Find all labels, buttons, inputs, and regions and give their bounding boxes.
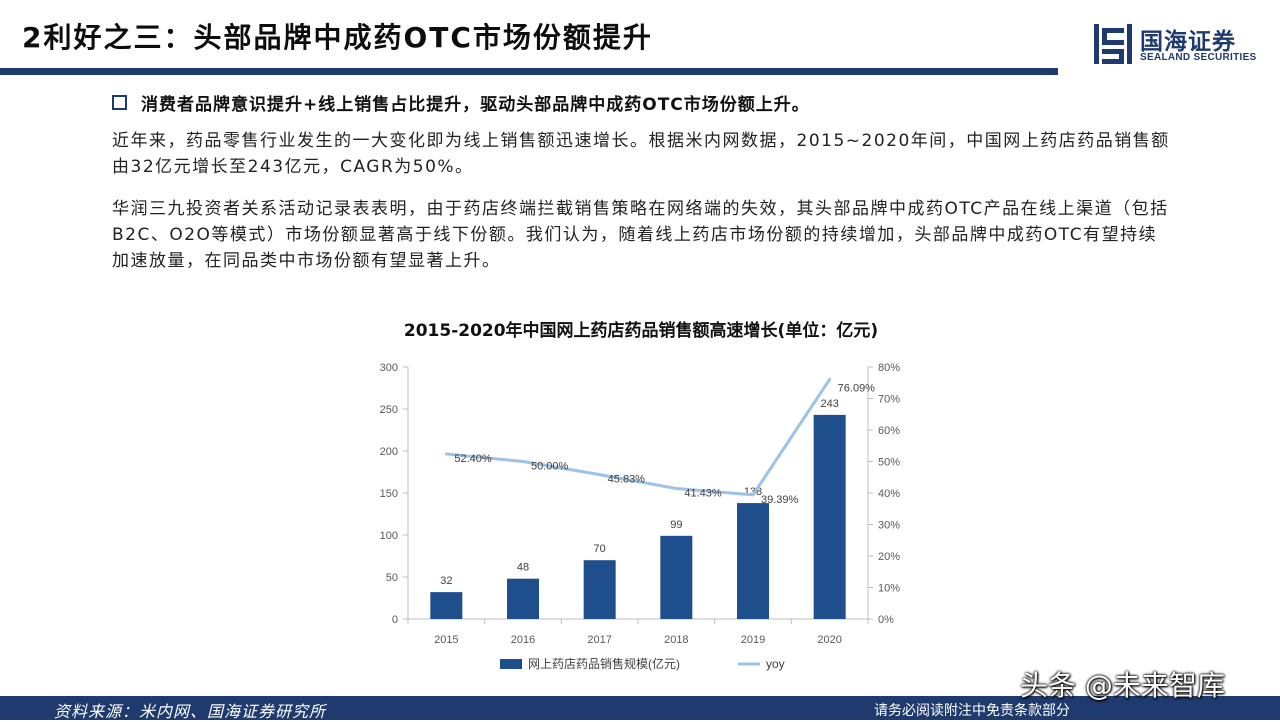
y-right-tick-label: 70% bbox=[878, 394, 900, 406]
yoy-point bbox=[444, 452, 448, 456]
x-tick-label: 2017 bbox=[587, 634, 611, 646]
logo-chinese-name: 国海证券 bbox=[1140, 29, 1236, 55]
yoy-value-label: 52.40% bbox=[454, 453, 492, 465]
bar-value-label: 48 bbox=[517, 562, 529, 574]
sales-chart: 0 50 100 150 200 250 300 0% 10% 20% 30% 40% 50% 60% 70… bbox=[380, 362, 901, 671]
yoy-point bbox=[598, 473, 602, 477]
y-right-tick-label: 60% bbox=[878, 425, 900, 437]
y-right-tick-label: 40% bbox=[878, 488, 900, 500]
bar-value-label: 70 bbox=[594, 543, 606, 555]
yoy-value-label: 45.83% bbox=[608, 474, 646, 486]
y-right-tick-label: 10% bbox=[878, 583, 900, 595]
footer-bar: 资料来源：米内网、国海证券研究所 请务必阅读附注中免责条款部分 bbox=[0, 696, 1280, 721]
y-left-tick-label: 250 bbox=[380, 404, 398, 416]
y-left-tick-label: 50 bbox=[386, 572, 398, 584]
x-tick-label: 2015 bbox=[434, 634, 458, 646]
yoy-line bbox=[446, 378, 831, 497]
y-right-tick-label: 80% bbox=[878, 362, 900, 374]
bar-value-label: 32 bbox=[440, 575, 452, 587]
logo-english-name: SEALAND SECURITIES bbox=[1140, 52, 1257, 63]
key-point-text: 消费者品牌意识提升+线上销售占比提升，驱动头部品牌中成药OTC市场份额上升。 bbox=[141, 95, 810, 115]
bar-value-label: 99 bbox=[670, 519, 682, 531]
y-left-tick-label: 0 bbox=[392, 614, 398, 626]
header-bar bbox=[0, 68, 1058, 75]
company-logo: 国海证券 SEALAND SECURITIES bbox=[1092, 20, 1272, 70]
y-left-tick-label: 100 bbox=[380, 530, 398, 542]
paragraph-online-growth: 近年来，药品零售行业发生的一大变化即为线上销售额迅速增长。根据米内网数据，201… bbox=[112, 131, 1170, 177]
bar-2019 bbox=[737, 503, 769, 619]
yoy-point bbox=[751, 493, 755, 497]
y-left-tick-label: 200 bbox=[380, 446, 398, 458]
key-point: 消费者品牌意识提升+线上销售占比提升，驱动头部品牌中成药OTC市场份额上升。 bbox=[112, 90, 810, 115]
watermark: 头条 @未来智库 bbox=[1020, 669, 1225, 702]
paragraph-otc-share: 华润三九投资者关系活动记录表表明，由于药店终端拦截销售策略在网络端的失效，其头部… bbox=[112, 199, 1169, 271]
yoy-value-label: 50.00% bbox=[531, 461, 569, 473]
bar-value-label: 243 bbox=[820, 398, 838, 410]
y-right-tick-label: 0% bbox=[878, 614, 894, 626]
legend-bar-label: 网上药店药品销售规模(亿元) bbox=[528, 656, 680, 671]
bar-2018 bbox=[660, 535, 693, 619]
yoy-point bbox=[674, 486, 678, 490]
legend-bar-swatch bbox=[500, 659, 522, 669]
square-bullet-icon bbox=[112, 95, 127, 110]
x-tick-label: 2020 bbox=[817, 634, 841, 646]
yoy-point bbox=[521, 460, 525, 463]
bar-2020 bbox=[813, 414, 846, 619]
y-right-tick-label: 20% bbox=[878, 551, 900, 563]
yoy-point bbox=[828, 377, 832, 381]
bar-2015 bbox=[430, 592, 463, 619]
chart-title: 2015-2020年中国网上药店药品销售额高速增长(单位：亿元) bbox=[403, 321, 879, 341]
y-left-tick-label: 300 bbox=[380, 362, 398, 374]
yoy-value-label: 39.39% bbox=[761, 494, 799, 506]
page-title: 2利好之三：头部品牌中成药OTC市场份额提升 bbox=[22, 21, 653, 54]
legend-line-label: yoy bbox=[766, 657, 785, 671]
yoy-value-label: 76.09% bbox=[838, 382, 876, 394]
y-left-tick-label: 150 bbox=[380, 488, 398, 500]
disclaimer-note: 请务必阅读附注中免责条款部分 bbox=[874, 703, 1070, 719]
x-tick-label: 2019 bbox=[741, 634, 765, 646]
y-right-tick-label: 50% bbox=[878, 457, 900, 469]
y-right-tick-label: 30% bbox=[878, 520, 900, 532]
sealand-logo-icon bbox=[1094, 24, 1132, 64]
bar-2017 bbox=[583, 560, 616, 619]
x-tick-label: 2018 bbox=[664, 634, 688, 646]
source-note: 资料来源：米内网、国海证券研究所 bbox=[54, 702, 327, 721]
x-tick-label: 2016 bbox=[511, 634, 535, 646]
yoy-value-label: 41.43% bbox=[684, 487, 722, 499]
bar-2016 bbox=[507, 578, 539, 619]
